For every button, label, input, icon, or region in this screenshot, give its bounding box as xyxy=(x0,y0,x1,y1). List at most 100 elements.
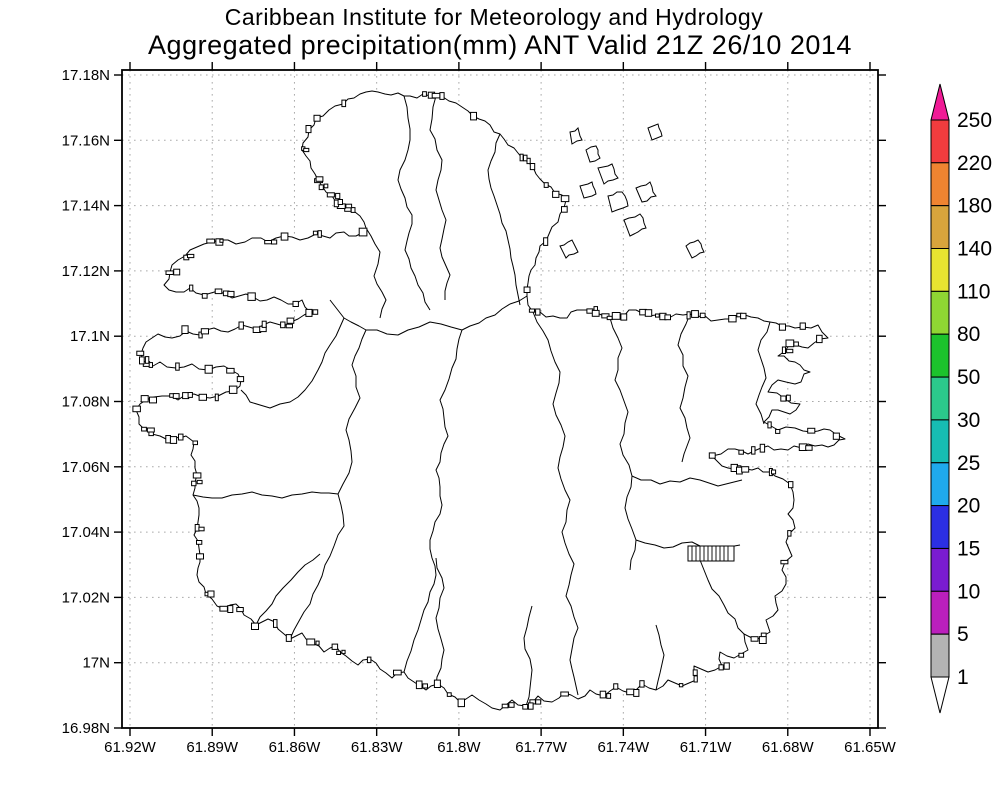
colorbar-segment xyxy=(930,376,950,421)
antigua-island-map xyxy=(132,90,846,711)
coastal-grid-cell xyxy=(238,321,244,330)
colorbar-segment xyxy=(930,333,950,378)
coastal-grid-cell xyxy=(786,394,791,402)
coastal-grid-cell xyxy=(780,559,789,565)
coastal-grid-cell xyxy=(422,683,428,689)
catchment-boundary xyxy=(487,133,521,306)
coastal-grid-cell xyxy=(305,125,312,134)
lat-tick-label: 17.06N xyxy=(62,459,110,476)
coastal-grid-cell xyxy=(692,669,698,676)
coastal-grid-cell xyxy=(740,312,747,320)
lon-tick-label: 61.89W xyxy=(186,739,239,756)
coastal-grid-cell xyxy=(639,680,645,688)
coastal-grid-cell xyxy=(313,114,321,122)
coastal-grid-cell xyxy=(337,199,344,205)
lat-tick-label: 17.12N xyxy=(62,263,110,280)
colorbar-label: 140 xyxy=(957,238,992,261)
lat-tick-label: 16.98N xyxy=(62,720,110,737)
coastal-grid-cell xyxy=(192,440,198,446)
coastal-grid-cell xyxy=(146,427,155,433)
coastal-grid-cell xyxy=(678,683,684,688)
coastal-grid-cell xyxy=(693,675,698,683)
coastal-grid-cell xyxy=(341,649,346,655)
colorbar-segment xyxy=(930,290,950,335)
coastal-grid-cell xyxy=(457,698,466,708)
coastal-grid-cell xyxy=(219,238,224,243)
colorbar-segment xyxy=(930,119,950,164)
coastal-grid-cell xyxy=(207,590,215,598)
offshore-islet xyxy=(569,127,583,145)
colorbar-segment xyxy=(930,205,950,249)
coastal-grid-cell xyxy=(187,392,193,398)
lat-tick-label: 17.04N xyxy=(62,524,110,541)
coastal-grid-cell xyxy=(599,690,607,699)
coastal-grid-cell xyxy=(699,312,706,319)
lat-tick-label: 17.14N xyxy=(62,198,110,215)
coastal-grid-cell xyxy=(781,346,787,354)
coastal-grid-cell xyxy=(315,640,320,646)
coastal-grid-cell xyxy=(775,429,781,434)
coastal-grid-cell xyxy=(264,240,273,245)
coastal-grid-cell xyxy=(552,190,560,198)
offshore-islet xyxy=(607,191,629,213)
coastal-grid-cell xyxy=(655,313,660,318)
coastal-grid-cell xyxy=(187,253,195,259)
coastal-grid-cell xyxy=(750,636,759,642)
coastal-grid-cell xyxy=(535,308,541,316)
coastal-grid-cell xyxy=(613,683,619,690)
coastal-grid-cell xyxy=(285,634,292,642)
catchment-boundary xyxy=(192,491,339,499)
coastal-grid-cell xyxy=(644,309,653,317)
coastal-grid-cell xyxy=(326,192,335,198)
coastal-grid-cell xyxy=(718,664,724,671)
coastal-grid-cell xyxy=(787,530,792,537)
coastal-grid-cell xyxy=(335,192,341,200)
catchment-boundary xyxy=(655,624,665,691)
coastal-grid-cell xyxy=(723,662,730,670)
coastal-grid-cell xyxy=(543,237,549,246)
coastal-grid-cell xyxy=(331,643,339,650)
coastal-grid-cell xyxy=(280,321,286,329)
coastal-grid-cell xyxy=(336,650,342,656)
lon-tick-label: 61.92W xyxy=(104,739,157,756)
offshore-islet xyxy=(647,123,663,141)
coastal-grid-cell xyxy=(181,325,189,334)
coastal-grid-cell xyxy=(832,432,840,440)
colorbar-arrow-bottom xyxy=(930,676,950,714)
catchment-boundary xyxy=(435,557,445,687)
coastal-grid-cell xyxy=(303,147,310,153)
lon-tick-label: 61.8W xyxy=(437,739,481,756)
coastal-grid-cell xyxy=(214,393,219,402)
coastal-grid-cell xyxy=(751,446,756,455)
lat-tick-label: 17.1N xyxy=(70,328,110,345)
coastal-grid-cell xyxy=(214,288,223,295)
colorbar-label: 180 xyxy=(957,195,992,218)
coastal-grid-cell xyxy=(358,227,368,237)
coastal-grid-cell xyxy=(236,607,244,613)
coastal-grid-cell xyxy=(591,309,600,317)
coastal-grid-cell xyxy=(529,163,536,171)
colorbar-segment xyxy=(930,162,950,207)
coastal-grid-cell xyxy=(780,395,787,402)
coastal-grid-cell xyxy=(196,479,203,485)
coastal-grid-cell xyxy=(422,91,427,97)
catchment-boundary xyxy=(677,313,691,463)
coastal-grid-cell xyxy=(148,362,153,368)
coastal-grid-cell xyxy=(738,449,744,455)
coastal-grid-cell xyxy=(292,300,299,307)
coastal-grid-cell xyxy=(446,692,452,697)
coastal-grid-cell xyxy=(560,691,569,697)
catchment-boundary xyxy=(289,329,367,640)
coastal-grid-cell xyxy=(196,540,203,545)
coastal-grid-cell xyxy=(759,443,766,453)
coastal-grid-cell xyxy=(273,619,278,628)
colorbar-label: 5 xyxy=(957,623,969,646)
coastal-grid-cell xyxy=(140,395,149,403)
offshore-islet xyxy=(635,181,657,203)
coastal-grid-cell xyxy=(741,466,750,473)
coastal-grid-cell xyxy=(247,292,256,301)
colorbar-label: 15 xyxy=(957,538,980,561)
colorbar-label: 220 xyxy=(957,152,992,175)
